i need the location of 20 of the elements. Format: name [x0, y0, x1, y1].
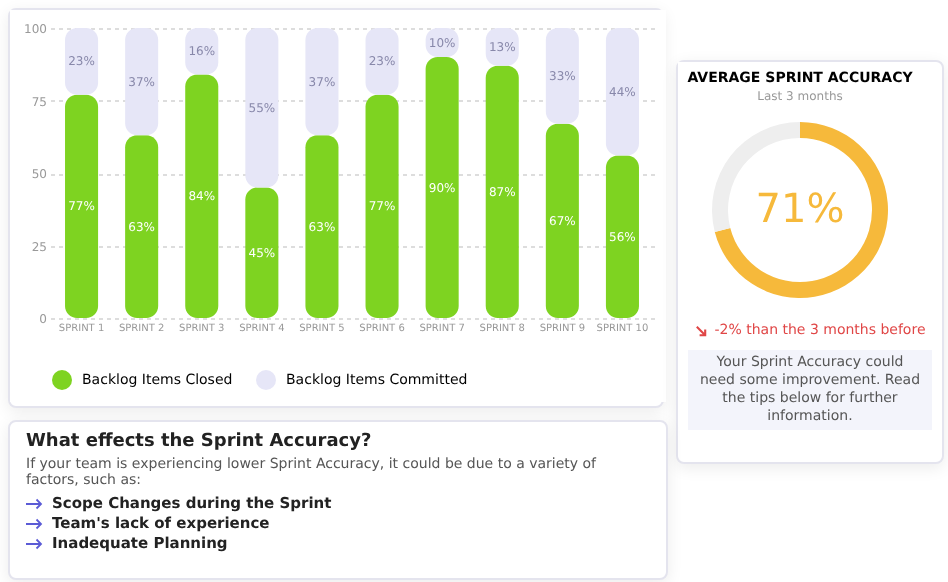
bar: [245, 187, 279, 318]
bar: [65, 28, 99, 95]
bar: [65, 94, 99, 318]
bar: [185, 74, 219, 318]
bar: [605, 155, 639, 318]
bar: [305, 28, 339, 136]
bar: [365, 94, 399, 318]
bar: [365, 28, 399, 95]
bar: [305, 135, 339, 318]
data-label: 71%: [755, 184, 845, 232]
bar: [125, 135, 159, 318]
bar: [545, 123, 579, 318]
bar: [245, 28, 279, 188]
bar: [545, 28, 579, 124]
text: What effects the Sprint Accuracy?: [26, 432, 374, 452]
donut-slice: [714, 122, 888, 298]
bar: [605, 28, 639, 156]
bar: [485, 65, 519, 318]
bar: [125, 28, 159, 136]
bar: [425, 57, 459, 318]
